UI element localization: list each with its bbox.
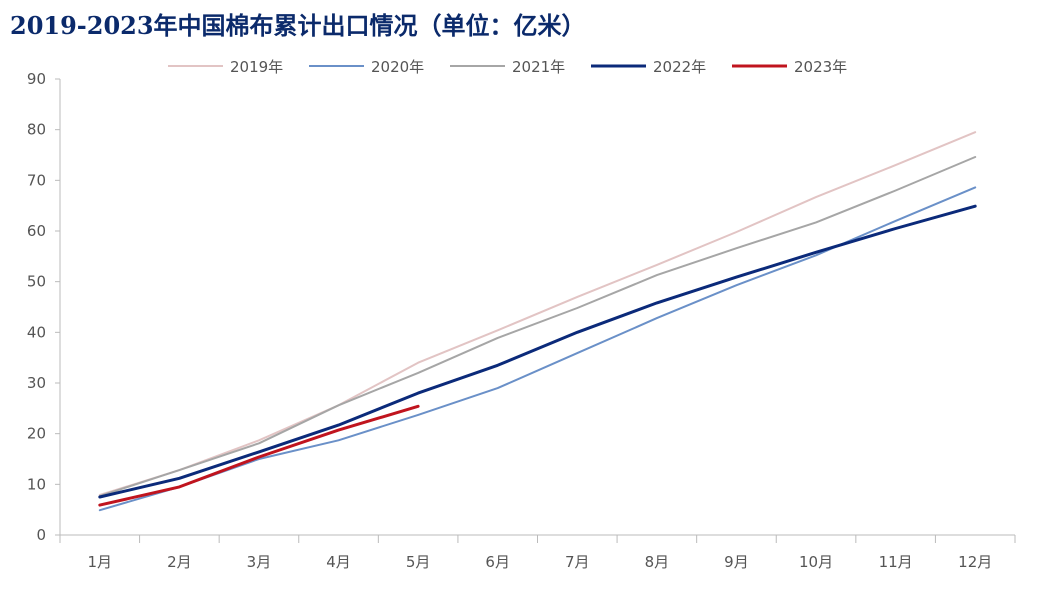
x-tick-label: 3月 (247, 553, 272, 571)
legend-label: 2023年 (794, 58, 847, 76)
y-tick-label: 0 (36, 526, 46, 544)
legend-label: 2020年 (371, 58, 424, 76)
legend-label: 2019年 (230, 58, 283, 76)
y-tick-label: 90 (27, 70, 46, 88)
y-tick-label: 20 (27, 425, 46, 443)
x-tick-label: 8月 (645, 553, 670, 571)
y-tick-label: 80 (27, 121, 46, 139)
y-tick-label: 70 (27, 171, 46, 189)
series-line-2021年 (98, 156, 977, 497)
x-tick-label: 2月 (167, 553, 192, 571)
x-tick-label: 9月 (724, 553, 749, 571)
y-tick-label: 40 (27, 323, 46, 341)
x-tick-label: 11月 (879, 553, 913, 571)
x-tick-label: 12月 (958, 553, 992, 571)
y-tick-label: 50 (27, 273, 46, 291)
series-line-2019年 (98, 131, 977, 496)
series-line-2023年 (98, 404, 420, 507)
x-tick-label: 4月 (326, 553, 351, 571)
legend-label: 2022年 (653, 58, 706, 76)
x-tick-label: 6月 (485, 553, 510, 571)
chart-title: 2019-2023年中国棉布累计出口情况（单位：亿米） (10, 11, 586, 40)
series-line-2022年 (98, 204, 977, 499)
x-tick-label: 1月 (88, 553, 113, 571)
legend-label: 2021年 (512, 58, 565, 76)
x-tick-label: 7月 (565, 553, 590, 571)
y-tick-label: 30 (27, 374, 46, 392)
x-tick-label: 5月 (406, 553, 431, 571)
x-tick-label: 10月 (799, 553, 833, 571)
y-tick-label: 60 (27, 222, 46, 240)
y-tick-label: 10 (27, 475, 46, 493)
